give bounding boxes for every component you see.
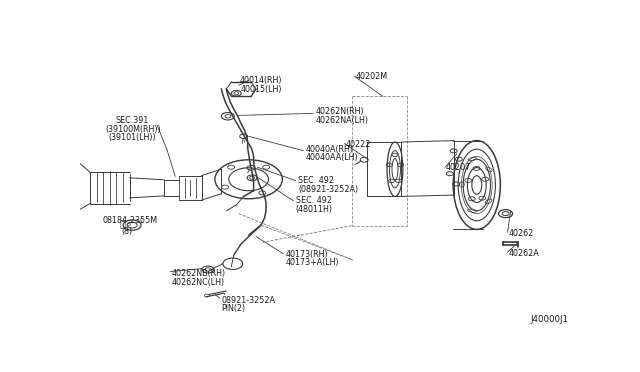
Text: 40262NC(LH): 40262NC(LH) (172, 278, 225, 287)
Text: (39100M(RH)): (39100M(RH)) (106, 125, 161, 134)
Text: J40000J1: J40000J1 (531, 315, 568, 324)
Text: 40222: 40222 (346, 140, 371, 150)
Text: 40262NB(RH): 40262NB(RH) (172, 269, 226, 278)
Text: (8): (8) (122, 227, 132, 236)
Text: 40207: 40207 (446, 163, 471, 172)
Text: 08184-2355M: 08184-2355M (102, 216, 157, 225)
Text: PIN(2): PIN(2) (221, 304, 246, 313)
Text: B: B (126, 222, 130, 227)
Text: 40262N(RH): 40262N(RH) (316, 108, 364, 116)
Text: Ⓑ: Ⓑ (119, 218, 125, 228)
Text: SEC. 492: SEC. 492 (298, 176, 334, 185)
Text: SEC.391: SEC.391 (115, 116, 148, 125)
Text: 40040A(RH): 40040A(RH) (306, 145, 354, 154)
Text: (48011H): (48011H) (296, 205, 333, 214)
Text: 40202M: 40202M (355, 72, 387, 81)
Text: 40014(RH): 40014(RH) (240, 76, 282, 85)
Text: SEC. 492: SEC. 492 (296, 196, 332, 205)
Text: 40262A: 40262A (509, 249, 540, 258)
Text: (08921-3252A): (08921-3252A) (298, 185, 358, 194)
Text: 40015(LH): 40015(LH) (240, 84, 282, 93)
Text: (39101(LH)): (39101(LH)) (108, 133, 156, 142)
Text: 40262NA(LH): 40262NA(LH) (316, 116, 369, 125)
Text: 40173(RH): 40173(RH) (286, 250, 328, 259)
Text: 08921-3252A: 08921-3252A (221, 296, 275, 305)
Text: 40040AA(LH): 40040AA(LH) (306, 153, 358, 162)
Text: 40262: 40262 (509, 229, 534, 238)
Text: 40173+A(LH): 40173+A(LH) (286, 259, 339, 267)
